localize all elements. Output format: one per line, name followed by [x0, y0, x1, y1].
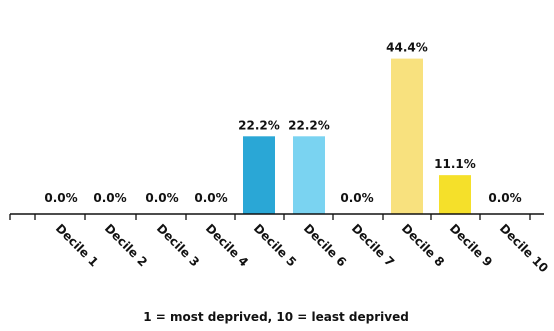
tick-label-4: Decile 4	[203, 221, 251, 269]
x-axis-caption: 1 = most deprived, 10 = least deprived	[143, 310, 409, 324]
tick-label-8: Decile 8	[399, 221, 447, 269]
data-label-7: 0.0%	[340, 191, 373, 205]
bar-6	[293, 136, 325, 214]
tick-label-2: Decile 2	[102, 221, 150, 269]
bar-8	[391, 58, 423, 214]
data-label-4: 0.0%	[194, 191, 227, 205]
tick-label-9: Decile 9	[447, 221, 495, 269]
x-axis	[9, 213, 544, 220]
tick-label-6: Decile 6	[301, 221, 349, 269]
data-label-3: 0.0%	[145, 191, 178, 205]
data-label-6: 22.2%	[288, 118, 330, 132]
bars-layer	[243, 58, 471, 214]
tick-label-5: Decile 5	[251, 221, 299, 269]
bar-9	[439, 175, 471, 214]
data-label-10: 0.0%	[488, 191, 521, 205]
bar-5	[243, 136, 275, 214]
tick-label-1: Decile 1	[53, 221, 101, 269]
data-label-5: 22.2%	[238, 118, 280, 132]
data-label-8: 44.4%	[386, 41, 428, 55]
tick-label-10: Decile 10	[497, 221, 551, 275]
data-label-1: 0.0%	[44, 191, 77, 205]
data-label-9: 11.1%	[434, 157, 476, 171]
data-label-2: 0.0%	[93, 191, 126, 205]
tick-label-7: Decile 7	[349, 221, 397, 269]
tick-label-3: Decile 3	[154, 221, 202, 269]
